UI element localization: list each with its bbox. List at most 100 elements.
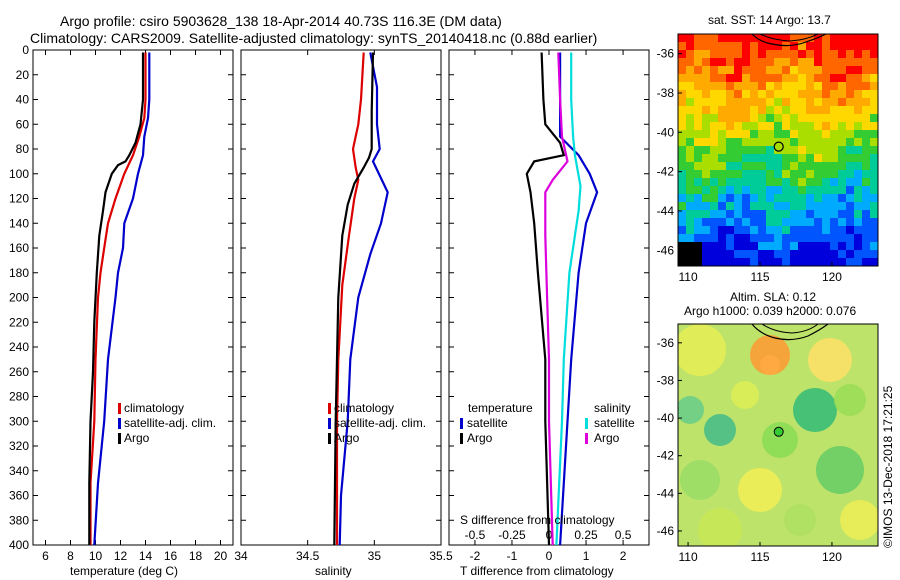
sst-cell xyxy=(726,42,734,50)
sst-cell xyxy=(806,186,814,194)
sst-cell xyxy=(790,82,798,90)
sst-cell xyxy=(766,194,774,202)
sst-cell xyxy=(742,186,750,194)
sst-cell xyxy=(694,186,702,194)
sst-cell xyxy=(678,226,686,234)
sst-cell xyxy=(702,106,710,114)
sst-cell xyxy=(758,90,766,98)
sst-cell xyxy=(766,58,774,66)
sst-cell xyxy=(830,90,838,98)
sst-cell xyxy=(774,154,782,162)
sst-cell xyxy=(726,194,734,202)
sst-cell xyxy=(678,154,686,162)
sst-cell xyxy=(822,98,830,106)
sst-cell xyxy=(766,146,774,154)
sst-cell xyxy=(838,210,846,218)
sst-cell xyxy=(734,114,742,122)
sst-cell xyxy=(806,210,814,218)
sst-cell xyxy=(686,34,694,42)
sst-cell xyxy=(806,170,814,178)
sst-cell xyxy=(694,226,702,234)
sst-cell xyxy=(694,74,702,82)
sst-cell xyxy=(830,138,838,146)
sst-cell xyxy=(766,130,774,138)
sst-cell xyxy=(766,226,774,234)
sst-cell xyxy=(702,34,710,42)
sst-map-panel: sat. SST: 14 Argo: 13.7 110 115 120 -36 -38 -… xyxy=(657,13,879,284)
sst-cell xyxy=(710,130,718,138)
sst-cell xyxy=(734,90,742,98)
sla-anomaly-blob xyxy=(678,324,726,376)
sst-cell xyxy=(750,178,758,186)
sst-cell xyxy=(838,186,846,194)
sst-cell xyxy=(686,178,694,186)
sst-cell xyxy=(718,218,726,226)
sst-cell xyxy=(734,82,742,90)
sst-cell xyxy=(766,98,774,106)
sst-cell xyxy=(742,114,750,122)
sst-cell xyxy=(702,138,710,146)
sst-cell xyxy=(758,74,766,82)
sst-cell xyxy=(830,122,838,130)
sst-cell xyxy=(782,74,790,82)
sst-cell xyxy=(854,34,862,42)
sst-cell xyxy=(862,74,870,82)
sst-cell xyxy=(854,106,862,114)
sst-cell xyxy=(790,258,798,266)
sst-cell xyxy=(822,42,830,50)
sst-cell xyxy=(838,138,846,146)
sst-cell xyxy=(782,250,790,258)
sst-cell xyxy=(726,162,734,170)
sst-cell xyxy=(846,122,854,130)
sst-cell xyxy=(718,58,726,66)
sst-cell xyxy=(750,194,758,202)
sst-cell xyxy=(870,186,878,194)
sst-cell xyxy=(774,226,782,234)
x-tick-label: 1 xyxy=(583,549,590,563)
sst-cell xyxy=(846,98,854,106)
sst-cell xyxy=(830,242,838,250)
sst-cell xyxy=(694,50,702,58)
sst-cell xyxy=(854,250,862,258)
sla-map-title-line1: Altim. SLA: 0.12 xyxy=(730,290,816,304)
sst-cell xyxy=(774,74,782,82)
sst-cell xyxy=(814,154,822,162)
sst-cell xyxy=(854,218,862,226)
depth-tick-label: 60 xyxy=(16,117,30,131)
sst-cell xyxy=(790,42,798,50)
sst-cell xyxy=(854,74,862,82)
legend-title-temperature: temperature xyxy=(468,401,533,415)
sst-cell xyxy=(726,138,734,146)
sst-cell xyxy=(758,234,766,242)
sst-cell xyxy=(758,122,766,130)
sst-cell xyxy=(758,250,766,258)
sst-cell xyxy=(774,66,782,74)
sst-cell xyxy=(782,106,790,114)
legend-label: Argo xyxy=(467,431,493,445)
sst-cell xyxy=(782,202,790,210)
sst-cell xyxy=(766,234,774,242)
difference-axes-box xyxy=(448,49,650,546)
sla-anomaly-blob xyxy=(731,381,759,409)
sst-cell xyxy=(830,154,838,162)
sst-cell xyxy=(790,90,798,98)
sst-cell xyxy=(702,146,710,154)
sst-cell xyxy=(718,74,726,82)
sst-cell xyxy=(838,42,846,50)
sst-cell xyxy=(678,178,686,186)
sst-cell xyxy=(742,266,750,274)
sst-cell xyxy=(686,58,694,66)
sst-cell xyxy=(734,66,742,74)
sst-cell xyxy=(766,50,774,58)
depth-tick-label: 140 xyxy=(9,216,29,230)
sst-cell xyxy=(814,178,822,186)
map-y-tick-label: -44 xyxy=(657,486,675,500)
sst-cell xyxy=(862,234,870,242)
s-diff-tick-label: 0.25 xyxy=(574,528,598,542)
salinity-argo-line xyxy=(333,52,375,545)
sst-cell xyxy=(870,162,878,170)
sst-cell xyxy=(822,122,830,130)
sst-cell xyxy=(790,50,798,58)
sst-cell xyxy=(862,98,870,106)
sst-cell xyxy=(806,162,814,170)
